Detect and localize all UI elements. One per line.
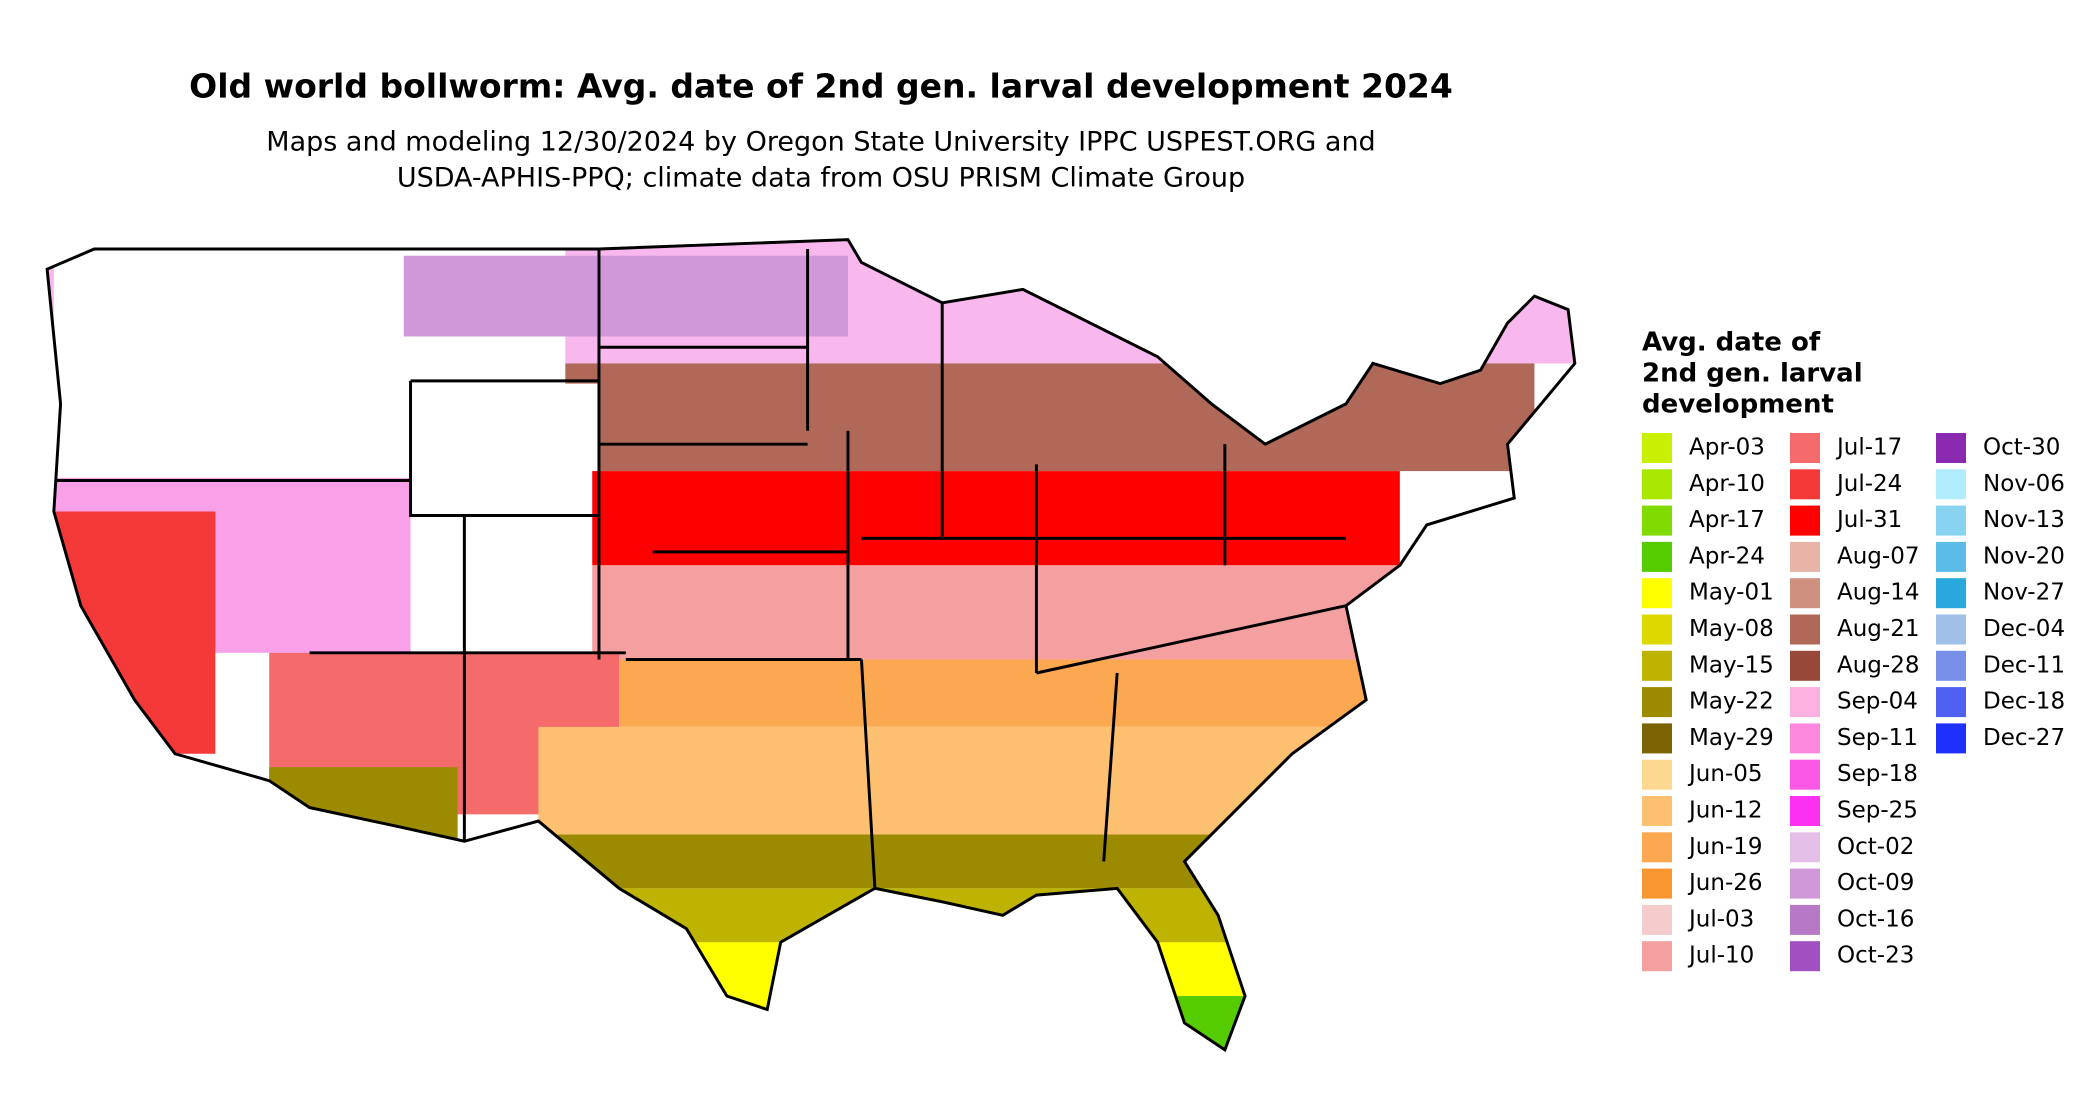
legend-swatch xyxy=(1936,614,1966,645)
legend-label: Jun-26 xyxy=(1687,870,1763,896)
legend-title: development xyxy=(1642,390,1834,420)
legend-swatch xyxy=(1642,469,1672,500)
legend-label: May-01 xyxy=(1689,580,1774,606)
legend-swatch xyxy=(1790,578,1820,609)
legend-label: Oct-02 xyxy=(1837,834,1914,860)
legend-label: Nov-13 xyxy=(1983,507,2065,533)
legend-label: Apr-24 xyxy=(1689,543,1765,569)
legend-label: Apr-03 xyxy=(1689,435,1765,461)
legend-swatch xyxy=(1642,505,1672,536)
legend-label: Aug-07 xyxy=(1837,543,1919,569)
legend-swatch xyxy=(1642,723,1672,754)
legend-items: Apr-03 Apr-10 Apr-17 Apr-24 May-01 May-08 May-… xyxy=(1642,433,2065,972)
legend-label: Jun-19 xyxy=(1687,834,1763,860)
legend-label: Jul-03 xyxy=(1687,906,1754,932)
legend-label: Sep-25 xyxy=(1837,798,1918,824)
legend-label: Aug-14 xyxy=(1837,580,1919,606)
legend-swatch xyxy=(1936,723,1966,754)
legend-swatch xyxy=(1936,433,1966,463)
legend-title: Avg. date of xyxy=(1642,328,1821,358)
legend-label: Nov-06 xyxy=(1983,471,2065,497)
legend-swatch xyxy=(1642,433,1672,463)
map xyxy=(45,238,1577,1053)
legend-swatch xyxy=(1790,614,1820,645)
legend-label: Apr-17 xyxy=(1689,507,1765,533)
legend-label: Dec-04 xyxy=(1983,616,2065,642)
legend-swatch xyxy=(1790,832,1820,863)
legend-swatch xyxy=(1790,723,1820,754)
legend-swatch xyxy=(1936,469,1966,500)
legend-swatch xyxy=(1790,796,1820,826)
legend-label: Jun-05 xyxy=(1687,761,1763,787)
legend-swatch xyxy=(1936,687,1966,718)
legend-label: Jul-10 xyxy=(1687,943,1754,969)
legend-swatch xyxy=(1642,759,1672,790)
legend-swatch xyxy=(1790,759,1820,790)
legend-swatch xyxy=(1790,868,1820,899)
legend-swatch xyxy=(1642,578,1672,609)
legend-label: Oct-23 xyxy=(1837,943,1914,969)
legend-label: Nov-27 xyxy=(1983,580,2065,606)
legend-swatch xyxy=(1642,687,1672,718)
subtitle: USDA-APHIS-PPQ; climate data from OSU PR… xyxy=(397,163,1245,194)
state-borders xyxy=(45,238,1577,1053)
legend-label: May-15 xyxy=(1689,652,1774,678)
legend: Avg. date of 2nd gen. larval development… xyxy=(1642,328,2065,972)
legend-label: Sep-18 xyxy=(1837,761,1918,787)
legend-label: Dec-11 xyxy=(1983,652,2065,678)
legend-label: Aug-28 xyxy=(1837,652,1919,678)
legend-label: Jul-24 xyxy=(1835,471,1902,497)
legend-label: Oct-09 xyxy=(1837,870,1914,896)
legend-swatch xyxy=(1790,433,1820,463)
legend-label: May-08 xyxy=(1689,616,1774,642)
legend-label: Jun-12 xyxy=(1687,798,1763,824)
legend-label: May-29 xyxy=(1689,725,1774,751)
legend-swatch xyxy=(1936,505,1966,536)
subtitle: Maps and modeling 12/30/2024 by Oregon S… xyxy=(266,127,1375,158)
legend-label: Dec-18 xyxy=(1983,689,2065,715)
legend-swatch xyxy=(1936,578,1966,609)
legend-swatch xyxy=(1790,687,1820,718)
legend-label: Oct-30 xyxy=(1983,435,2060,461)
legend-swatch xyxy=(1790,541,1820,572)
legend-label: Apr-10 xyxy=(1689,471,1765,497)
legend-label: Oct-16 xyxy=(1837,906,1914,932)
legend-swatch xyxy=(1642,796,1672,826)
legend-swatch xyxy=(1936,541,1966,572)
legend-swatch xyxy=(1790,904,1820,935)
legend-swatch xyxy=(1790,941,1820,972)
legend-swatch xyxy=(1642,832,1672,863)
legend-swatch xyxy=(1642,614,1672,645)
title: Old world bollworm: Avg. date of 2nd gen… xyxy=(189,67,1453,106)
legend-swatch xyxy=(1642,650,1672,681)
legend-label: Sep-04 xyxy=(1837,689,1918,715)
legend-swatch xyxy=(1642,541,1672,572)
legend-swatch xyxy=(1642,941,1672,972)
legend-swatch xyxy=(1790,505,1820,536)
legend-label: Jul-17 xyxy=(1835,435,1902,461)
legend-swatch xyxy=(1642,868,1672,899)
legend-label: Nov-20 xyxy=(1983,543,2065,569)
legend-swatch xyxy=(1790,469,1820,500)
legend-label: Sep-11 xyxy=(1837,725,1918,751)
legend-label: Aug-21 xyxy=(1837,616,1919,642)
legend-label: May-22 xyxy=(1689,689,1774,715)
legend-label: Jul-31 xyxy=(1835,507,1902,533)
legend-label: Dec-27 xyxy=(1983,725,2065,751)
legend-title: 2nd gen. larval xyxy=(1642,359,1863,389)
legend-swatch xyxy=(1642,904,1672,935)
legend-swatch xyxy=(1790,650,1820,681)
legend-swatch xyxy=(1936,650,1966,681)
